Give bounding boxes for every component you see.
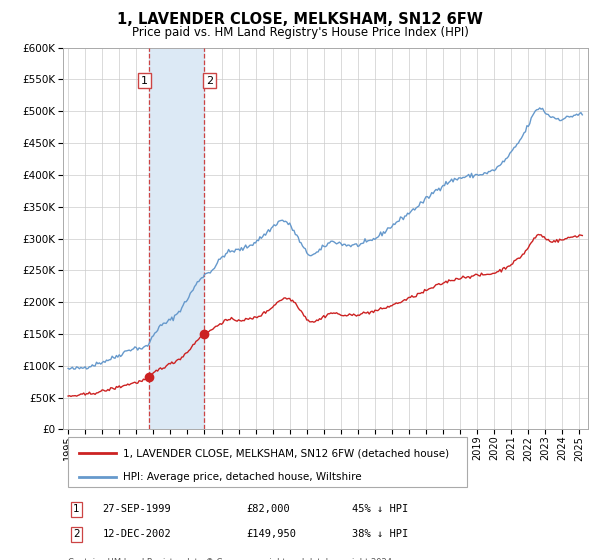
Text: 1, LAVENDER CLOSE, MELKSHAM, SN12 6FW (detached house): 1, LAVENDER CLOSE, MELKSHAM, SN12 6FW (d… bbox=[124, 449, 449, 458]
Text: 2: 2 bbox=[73, 530, 79, 539]
Text: HPI: Average price, detached house, Wiltshire: HPI: Average price, detached house, Wilt… bbox=[124, 472, 362, 482]
Text: £149,950: £149,950 bbox=[247, 530, 297, 539]
Text: Price paid vs. HM Land Registry's House Price Index (HPI): Price paid vs. HM Land Registry's House … bbox=[131, 26, 469, 39]
Text: 1: 1 bbox=[73, 505, 79, 515]
Text: 1, LAVENDER CLOSE, MELKSHAM, SN12 6FW: 1, LAVENDER CLOSE, MELKSHAM, SN12 6FW bbox=[117, 12, 483, 27]
Text: 38% ↓ HPI: 38% ↓ HPI bbox=[352, 530, 408, 539]
Text: Contains HM Land Registry data © Crown copyright and database right 2024.: Contains HM Land Registry data © Crown c… bbox=[68, 558, 395, 560]
Text: 27-SEP-1999: 27-SEP-1999 bbox=[103, 505, 171, 515]
FancyBboxPatch shape bbox=[68, 437, 467, 487]
Text: 45% ↓ HPI: 45% ↓ HPI bbox=[352, 505, 408, 515]
Text: 2: 2 bbox=[206, 76, 213, 86]
Text: £82,000: £82,000 bbox=[247, 505, 290, 515]
Text: 12-DEC-2002: 12-DEC-2002 bbox=[103, 530, 171, 539]
Bar bbox=[149, 48, 203, 430]
Text: 1: 1 bbox=[141, 76, 148, 86]
